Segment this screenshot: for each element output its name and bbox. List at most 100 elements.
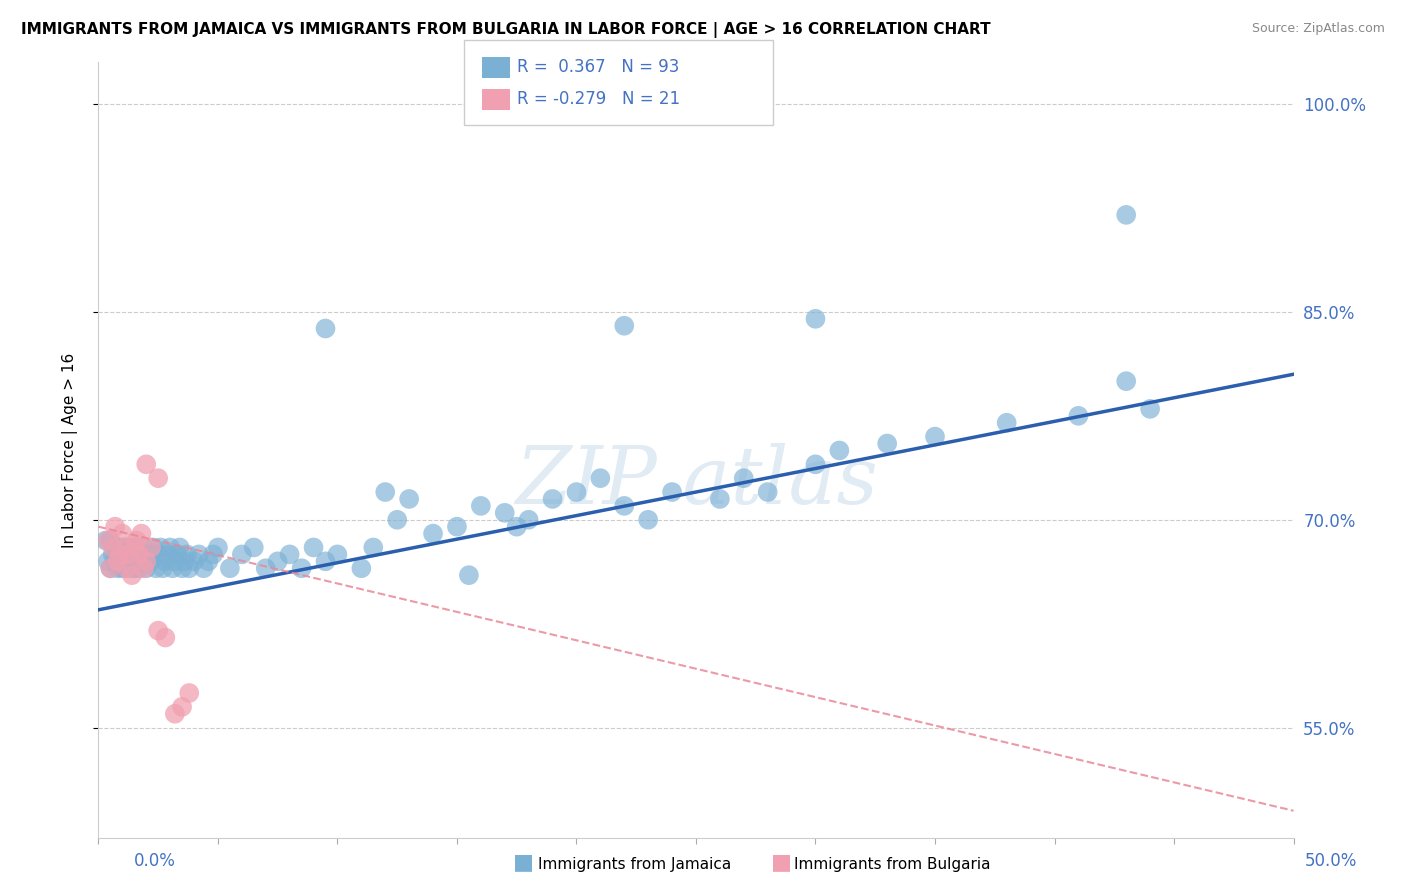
Point [111,548,134,562]
Point [202,548,225,562]
Point [804,311,827,326]
Point [350,561,373,575]
Text: Immigrants from Jamaica: Immigrants from Jamaica [538,857,731,872]
Point [97,554,120,568]
Point [98,561,122,575]
Point [661,485,683,500]
Point [470,499,492,513]
Point [132,541,155,555]
Point [565,485,588,500]
Text: 50.0%: 50.0% [1305,852,1357,870]
Point [193,561,215,575]
Point [104,519,127,533]
Point [107,561,129,575]
Point [315,321,337,335]
Point [98,533,122,548]
Point [219,561,242,575]
Point [101,548,124,562]
Point [172,561,194,575]
Point [115,561,138,575]
Point [148,471,170,485]
Point [804,458,827,472]
Point [176,548,198,562]
Point [114,554,136,568]
Point [302,541,325,555]
Point [446,519,468,533]
Point [422,526,444,541]
Point [149,541,172,555]
Point [124,561,146,575]
Point [169,541,191,555]
Point [121,541,143,555]
Point [1115,208,1137,222]
Point [138,548,160,562]
Text: R =  0.367   N = 93: R = 0.367 N = 93 [517,58,679,76]
Point [179,686,201,700]
Point [291,561,314,575]
Point [374,485,396,500]
Text: R = -0.279   N = 21: R = -0.279 N = 21 [517,90,681,108]
Point [135,561,157,575]
Point [159,541,181,555]
Point [121,561,143,575]
Point [995,416,1018,430]
Point [162,561,184,575]
Point [172,699,194,714]
Point [197,554,219,568]
Point [142,541,165,555]
Point [163,554,186,568]
Point [254,561,277,575]
Point [828,443,851,458]
Point [398,491,420,506]
Point [125,554,148,568]
Point [104,541,127,555]
Point [243,541,266,555]
Text: ZIP atlas: ZIP atlas [515,442,877,520]
Text: ■: ■ [513,853,534,872]
Point [315,554,337,568]
Point [231,548,253,562]
Point [132,561,155,575]
Point [108,554,131,568]
Point [637,513,659,527]
Point [111,561,134,575]
Point [924,429,946,443]
Point [131,554,153,568]
Point [166,548,188,562]
Point [733,471,755,485]
Point [589,471,612,485]
Point [124,541,146,555]
Point [108,548,131,562]
Text: Source: ZipAtlas.com: Source: ZipAtlas.com [1251,22,1385,36]
Point [207,541,229,555]
Point [114,541,136,555]
Point [363,541,385,555]
Point [114,541,136,555]
Point [517,513,540,527]
Point [1115,374,1137,388]
Point [125,533,148,548]
Point [115,541,138,555]
Point [145,561,167,575]
Point [385,513,409,527]
Point [876,436,898,450]
Point [1067,409,1090,423]
Point [709,491,731,506]
Point [111,526,134,541]
Point [121,568,143,582]
Point [101,541,124,555]
Point [506,519,529,533]
Point [104,554,127,568]
Point [326,548,349,562]
Point [148,624,170,638]
Point [107,554,129,568]
Point [613,499,636,513]
Point [128,561,150,575]
Point [124,548,146,562]
Text: Immigrants from Bulgaria: Immigrants from Bulgaria [794,857,991,872]
Text: ■: ■ [770,853,792,872]
Point [183,554,205,568]
Point [94,533,117,548]
Point [156,548,179,562]
Point [148,548,170,562]
